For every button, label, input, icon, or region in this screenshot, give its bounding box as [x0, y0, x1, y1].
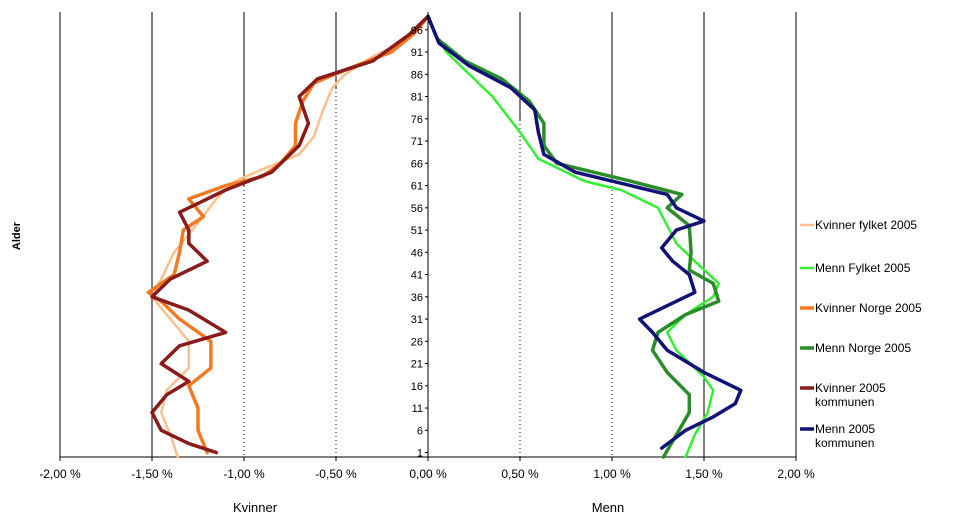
legend-label: Kvinner 2005	[815, 381, 886, 395]
age-tick-label: 91	[411, 47, 423, 59]
x-axis-ticks: -2,00 % -1,50 % -1,00 % -0,50 % 0,00 % 0,50 %…	[39, 457, 815, 481]
x-tick-label: 0,00 %	[409, 467, 447, 481]
x-axis-title-women: Kvinner	[233, 500, 278, 515]
legend-label: kommunen	[815, 436, 874, 450]
series-line-5	[426, 14, 743, 450]
legend-label: Kvinner fylket 2005	[815, 218, 917, 232]
series-line-3	[426, 14, 721, 459]
age-tick-label: 61	[411, 181, 423, 193]
age-tick-label: 31	[411, 314, 423, 326]
series-line-0	[150, 15, 430, 459]
age-tick-label: 66	[411, 158, 423, 170]
series-lines	[146, 14, 743, 459]
age-tick-label: 11	[412, 403, 423, 415]
legend-label: Menn Norge 2005	[815, 341, 911, 355]
age-tick-label: 71	[411, 136, 423, 148]
x-tick-label: -1,50 %	[131, 467, 173, 481]
age-tick-label: 56	[411, 203, 423, 215]
legend-label: Menn 2005	[815, 422, 875, 436]
age-tick-label: 16	[411, 381, 423, 393]
legend-label: Menn Fylket 2005	[815, 261, 911, 275]
age-tick-label: 6	[417, 425, 423, 437]
x-tick-label: 0,50 %	[501, 467, 539, 481]
x-tick-label: -0,50 %	[315, 467, 357, 481]
x-tick-label: 2,00 %	[777, 467, 815, 481]
legend-label: kommunen	[815, 395, 874, 409]
legend: Kvinner fylket 2005 Menn Fylket 2005 Kvinn…	[800, 218, 922, 450]
x-axis-title-men: Menn	[592, 500, 625, 515]
age-tick-label: 76	[411, 114, 423, 126]
age-tick-label: 41	[411, 270, 423, 282]
x-tick-label: 1,50 %	[685, 467, 723, 481]
x-tick-label: 1,00 %	[593, 467, 631, 481]
series-line-1	[426, 15, 720, 459]
age-tick-label: 81	[411, 92, 423, 104]
age-tick-label: 21	[411, 359, 423, 371]
age-tick-label: 86	[411, 69, 423, 81]
x-tick-label: -1,00 %	[223, 467, 265, 481]
series-line-4	[150, 14, 430, 455]
age-tick-label: 46	[411, 247, 423, 259]
age-tick-label: 36	[411, 292, 423, 304]
age-tick-label: 1	[417, 448, 423, 460]
age-tick-label: 51	[411, 225, 423, 237]
age-tick-label: 96	[411, 25, 423, 37]
age-tick-label: 26	[411, 336, 423, 348]
legend-label: Kvinner Norge 2005	[815, 301, 922, 315]
y-axis-title: Alder	[11, 221, 23, 250]
x-tick-label: -2,00 %	[39, 467, 81, 481]
